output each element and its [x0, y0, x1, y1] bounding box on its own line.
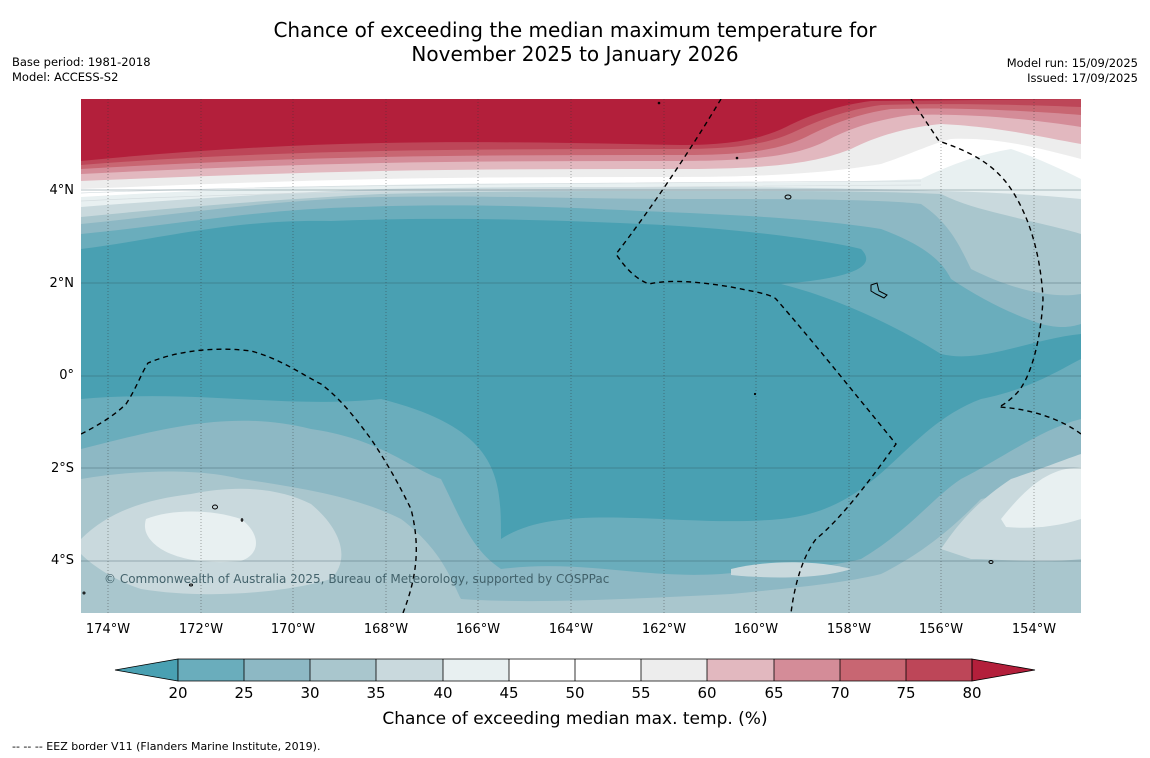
lat-label: 2°N	[46, 276, 74, 292]
meta-left: Base period: 1981-2018 Model: ACCESS-S2	[12, 55, 151, 85]
colorbar-seg-75-80	[906, 659, 972, 681]
lat-label: 4°N	[46, 183, 74, 199]
colorbar-seg-65-70	[774, 659, 840, 681]
colorbar-seg-45-50	[509, 659, 575, 681]
map-title: Chance of exceeding the median maximum t…	[0, 18, 1150, 66]
lon-label: 166°W	[448, 622, 508, 638]
lon-label: 156°W	[911, 622, 971, 638]
lon-label: 160°W	[726, 622, 786, 638]
colorbar-tick: 75	[886, 684, 926, 702]
colorbar-tick: 45	[489, 684, 529, 702]
model-run: Model run: 15/09/2025	[1007, 56, 1138, 71]
colorbar-tick: 40	[423, 684, 463, 702]
colorbar-tick: 65	[754, 684, 794, 702]
colorbar-tick: 60	[687, 684, 727, 702]
colorbar-label: Chance of exceeding median max. temp. (%…	[0, 709, 1150, 729]
lon-label: 170°W	[263, 622, 323, 638]
issued-date: Issued: 17/09/2025	[1007, 71, 1138, 86]
colorbar-seg-70-75	[840, 659, 906, 681]
lon-label: 154°W	[1004, 622, 1064, 638]
forecast-map	[81, 99, 1081, 613]
lat-label: 2°S	[46, 461, 74, 477]
colorbar-tick: 25	[224, 684, 264, 702]
lon-label: 174°W	[78, 622, 138, 638]
colorbar-below	[115, 659, 178, 681]
colorbar-tick: 20	[158, 684, 198, 702]
colorbar-seg-25-30	[244, 659, 310, 681]
meta-right: Model run: 15/09/2025 Issued: 17/09/2025	[1007, 56, 1138, 86]
colorbar-tick: 55	[621, 684, 661, 702]
lon-label: 172°W	[171, 622, 231, 638]
lon-label: 168°W	[356, 622, 416, 638]
colorbar-seg-35-40	[376, 659, 443, 681]
title-line-1: Chance of exceeding the median maximum t…	[0, 18, 1150, 42]
title-line-2: November 2025 to January 2026	[0, 42, 1150, 66]
colorbar-tick: 50	[555, 684, 595, 702]
colorbar	[113, 657, 1037, 685]
lon-label: 164°W	[541, 622, 601, 638]
colorbar-seg-55-60	[641, 659, 707, 681]
colorbar-seg-30-35	[310, 659, 376, 681]
colorbar-seg-40-45	[443, 659, 509, 681]
colorbar-tick: 30	[290, 684, 330, 702]
colorbar-tick: 35	[356, 684, 396, 702]
colorbar-seg-50-55	[575, 659, 641, 681]
colorbar-seg-20-25	[178, 659, 244, 681]
lat-label: 0°	[46, 368, 74, 384]
eez-legend-note: -- -- -- EEZ border V11 (Flanders Marine…	[12, 740, 320, 753]
lon-label: 162°W	[634, 622, 694, 638]
model-name: Model: ACCESS-S2	[12, 70, 151, 85]
colorbar-above	[972, 659, 1035, 681]
copyright-text: © Commonwealth of Australia 2025, Bureau…	[104, 572, 609, 586]
base-period: Base period: 1981-2018	[12, 55, 151, 70]
colorbar-tick: 70	[820, 684, 860, 702]
colorbar-seg-60-65	[707, 659, 774, 681]
lat-label: 4°S	[46, 553, 74, 569]
colorbar-tick: 80	[952, 684, 992, 702]
map-svg	[81, 99, 1081, 613]
lon-label: 158°W	[819, 622, 879, 638]
